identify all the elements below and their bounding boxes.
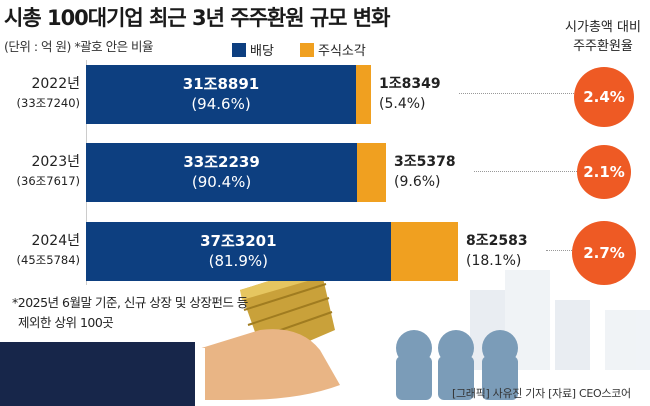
legend-swatch	[300, 42, 314, 57]
dividend-value: 33조2239	[183, 153, 260, 171]
bar-buyback	[357, 143, 387, 202]
year: 2024년	[31, 233, 80, 249]
credit: [그래픽] 사유진 기자 [자료] CEO스코어	[452, 387, 631, 400]
dividend-label: 37조3201 (81.9%)	[86, 231, 391, 271]
total: (36조7617)	[16, 174, 80, 188]
buyback-label: 1조8349 (5.4%)	[379, 74, 441, 114]
leader-line	[546, 250, 572, 251]
dividend-value: 31조8891	[182, 75, 260, 93]
chart-title: 시총 100대기업 최근 3년 주주환원 규모 변화	[4, 6, 390, 30]
unit-note: (단위 : 억 원) *괄호 안은 비율	[4, 39, 154, 54]
buyback-value: 8조2583	[466, 233, 528, 249]
dividend-pct: (94.6%)	[191, 95, 251, 113]
year-label: 2024년 (45조5784)	[0, 232, 80, 270]
footnote-line: 제외한 상위 100곳	[18, 315, 114, 330]
legend-label: 주식소각	[318, 44, 366, 59]
rate-header-line: 시가총액 대비	[565, 20, 641, 35]
rate-circle: 2.1%	[577, 145, 631, 199]
buyback-value: 1조8349	[379, 76, 441, 92]
buyback-label: 8조2583 (18.1%)	[466, 231, 528, 271]
bar-dividend	[86, 65, 356, 124]
leader-line	[459, 93, 574, 94]
year: 2022년	[31, 76, 80, 92]
buyback-pct: (5.4%)	[379, 96, 426, 112]
rate-circle: 2.4%	[574, 67, 634, 127]
buyback-value: 3조5378	[394, 154, 456, 170]
bar-buyback	[356, 65, 371, 124]
legend-buyback: 주식소각	[300, 40, 366, 59]
buyback-pct: (18.1%)	[466, 253, 522, 269]
businessmen-icon	[396, 330, 518, 400]
dividend-pct: (81.9%)	[208, 252, 268, 270]
dividend-value: 37조3201	[200, 232, 277, 250]
dividend-label: 31조8891 (94.6%)	[86, 74, 356, 114]
rate-header-line: 주주환원율	[573, 39, 633, 54]
legend-label: 배당	[250, 44, 274, 59]
bar-buyback	[390, 222, 458, 281]
sleeve-icon	[0, 342, 195, 406]
legend-dividend: 배당	[232, 40, 274, 59]
bar-dividend	[86, 143, 358, 202]
dividend-label: 33조2239 (90.4%)	[86, 152, 357, 192]
total: (33조7240)	[16, 96, 80, 110]
year-label: 2023년 (36조7617)	[0, 153, 80, 191]
leader-line	[474, 171, 577, 172]
buildings-icon	[470, 270, 650, 370]
footnote-line: *2025년 6월말 기준, 신규 상장 및 상장펀드 등	[12, 295, 248, 310]
year: 2023년	[31, 154, 80, 170]
year-label: 2022년 (33조7240)	[0, 75, 80, 113]
bar-dividend	[86, 222, 391, 281]
buyback-pct: (9.6%)	[394, 174, 441, 190]
dividend-pct: (90.4%)	[191, 173, 252, 191]
illustration	[0, 270, 650, 406]
legend-swatch	[232, 42, 246, 57]
rate-circle: 2.7%	[572, 221, 636, 285]
buyback-label: 3조5378 (9.6%)	[394, 152, 456, 192]
total: (45조5784)	[16, 253, 80, 267]
hand-icon	[195, 329, 340, 400]
